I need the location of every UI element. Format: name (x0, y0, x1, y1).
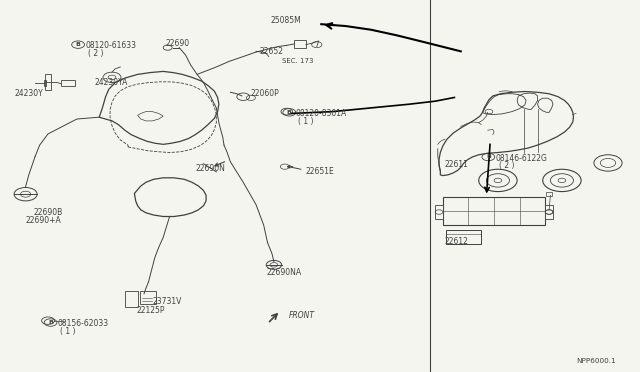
Bar (435, 205, 443, 219)
Text: SEC. 173: SEC. 173 (282, 58, 313, 64)
Text: 22611: 22611 (445, 160, 468, 169)
Text: 22612: 22612 (445, 237, 468, 246)
Text: 08120-8301A: 08120-8301A (296, 109, 347, 118)
Polygon shape (134, 178, 206, 217)
Text: NPP6000.1: NPP6000.1 (576, 358, 616, 364)
Text: 22060P: 22060P (251, 89, 280, 98)
Text: ( 2 ): ( 2 ) (499, 161, 515, 170)
Text: 22690+A: 22690+A (26, 216, 61, 225)
Text: B: B (287, 110, 292, 115)
Bar (443, 197, 545, 225)
Text: B: B (76, 42, 81, 47)
Text: 23731V: 23731V (152, 297, 182, 306)
Text: ( 1 ): ( 1 ) (298, 117, 314, 126)
Bar (545, 205, 553, 219)
Bar (140, 291, 156, 304)
Text: 08156-62033: 08156-62033 (58, 319, 109, 328)
Text: 24230YA: 24230YA (95, 78, 128, 87)
Text: 08146-6122G: 08146-6122G (495, 154, 547, 163)
Text: 08120-61633: 08120-61633 (85, 41, 136, 50)
Text: 22125P: 22125P (136, 307, 165, 315)
Text: 22690B: 22690B (33, 208, 63, 217)
Polygon shape (99, 71, 219, 144)
Text: 22652: 22652 (259, 47, 284, 56)
Text: ( 1 ): ( 1 ) (60, 327, 76, 336)
Text: FRONT: FRONT (289, 311, 316, 320)
Bar (294, 40, 306, 48)
Bar (61, 80, 75, 86)
Text: 22690: 22690 (165, 39, 189, 48)
Bar (446, 230, 481, 244)
Text: 22651E: 22651E (306, 167, 335, 176)
Text: B: B (486, 154, 491, 160)
Polygon shape (138, 112, 163, 121)
Text: 25085M: 25085M (270, 16, 301, 25)
Text: 22690NA: 22690NA (266, 268, 301, 277)
Text: 22690N: 22690N (195, 164, 225, 173)
Polygon shape (439, 92, 573, 176)
Text: 24230Y: 24230Y (14, 89, 43, 98)
Bar (546, 192, 552, 196)
Bar (125, 291, 138, 307)
Text: ( 2 ): ( 2 ) (88, 49, 104, 58)
Text: B: B (48, 320, 53, 325)
